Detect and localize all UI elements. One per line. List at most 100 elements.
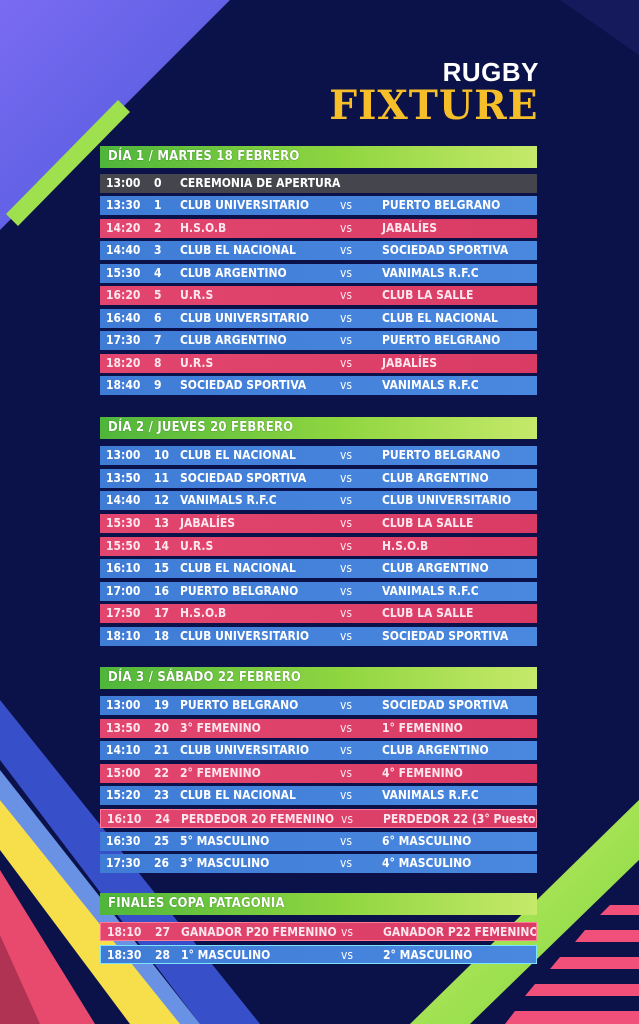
match-number: 20 [154, 721, 170, 735]
match-time: 17:50 [106, 606, 141, 620]
pink-dash-4 [525, 984, 639, 996]
team-a: CLUB EL NACIONAL [180, 788, 296, 802]
team-a: CLUB EL NACIONAL [180, 561, 296, 575]
match-time: 18:30 [107, 948, 142, 962]
team-a: U.R.S [180, 288, 214, 302]
vs-label: vs [340, 766, 353, 780]
match-time: 15:30 [106, 266, 141, 280]
match-number: 16 [154, 584, 170, 598]
vs-label: vs [340, 516, 353, 530]
match-time: 15:30 [106, 516, 141, 530]
match-time: 13:00 [106, 698, 141, 712]
team-a: GANADOR P20 FEMENINO [181, 925, 337, 939]
match-number: 5 [154, 288, 162, 302]
team-b: CLUB LA SALLE [382, 288, 474, 302]
match-time: 18:40 [106, 378, 141, 392]
dark-pink-shape-bottom [0, 935, 40, 1024]
team-a: PERDEDOR 20 FEMENINO [181, 812, 335, 826]
pink-dash-1 [600, 905, 639, 915]
pink-dash-5 [505, 1011, 639, 1024]
match-row: 18:30 28 1° MASCULINO vs 2° MASCULINO [100, 945, 537, 964]
pink-dash-2 [575, 930, 639, 942]
vs-label: vs [341, 948, 354, 962]
match-time: 18:10 [107, 925, 142, 939]
match-row: 15:00 22 2° FEMENINO vs 4° FEMENINO [100, 764, 537, 783]
vs-label: vs [340, 378, 353, 392]
match-time: 13:30 [106, 198, 141, 212]
match-number: 13 [154, 516, 170, 530]
match-row: 13:00 0 CEREMONIA DE APERTURA [100, 174, 537, 193]
match-row: 16:20 5 U.R.S vs CLUB LA SALLE [100, 286, 537, 305]
team-b: CLUB ARGENTINO [382, 561, 489, 575]
match-row: 15:20 23 CLUB EL NACIONAL vs VANIMALS R.F.C [100, 786, 537, 805]
vs-label: vs [340, 356, 353, 370]
vs-label: vs [340, 493, 353, 507]
match-row: 14:40 12 VANIMALS R.F.C vs CLUB UNIVERSITARI… [100, 491, 537, 510]
match-number: 26 [154, 856, 170, 870]
team-b: VANIMALS R.F.C [382, 788, 479, 802]
yellow-stripe-bottom [0, 800, 180, 1024]
team-b: VANIMALS R.F.C [382, 266, 479, 280]
match-time: 14:10 [106, 743, 141, 757]
match-row: 17:50 17 H.S.O.B vs CLUB LA SALLE [100, 604, 537, 623]
vs-label: vs [340, 221, 353, 235]
match-number: 25 [154, 834, 170, 848]
team-b: 1° FEMENINO [382, 721, 463, 735]
vs-label: vs [340, 606, 353, 620]
match-number: 24 [155, 812, 171, 826]
team-a: CLUB ARGENTINO [180, 266, 287, 280]
match-number: 0 [154, 176, 162, 190]
team-a: SOCIEDAD SPORTIVA [180, 378, 307, 392]
match-row: 16:40 6 CLUB UNIVERSITARIO vs CLUB EL NACION… [100, 309, 537, 328]
match-row: 13:50 11 SOCIEDAD SPORTIVA vs CLUB ARGENTINO [100, 469, 537, 488]
team-a: CLUB UNIVERSITARIO [180, 743, 310, 757]
team-a: CLUB EL NACIONAL [180, 448, 296, 462]
match-row: 14:20 2 H.S.O.B vs JABALÍES [100, 219, 537, 238]
team-b: CLUB EL NACIONAL [382, 311, 498, 325]
vs-label: vs [340, 288, 353, 302]
team-b: 2° MASCULINO [383, 948, 473, 962]
match-number: 4 [154, 266, 162, 280]
match-number: 6 [154, 311, 162, 325]
vs-label: vs [340, 561, 353, 575]
match-time: 18:20 [106, 356, 141, 370]
match-time: 15:20 [106, 788, 141, 802]
vs-label: vs [341, 812, 354, 826]
match-time: 13:50 [106, 471, 141, 485]
team-b: JABALÍES [382, 356, 437, 370]
match-number: 7 [154, 333, 162, 347]
match-row: 18:10 27 GANADOR P20 FEMENINO vs GANADOR P22… [100, 922, 537, 941]
match-number: 3 [154, 243, 162, 257]
match-row: 16:30 25 5° MASCULINO vs 6° MASCULINO [100, 832, 537, 851]
pink-shape-bottom [0, 870, 95, 1024]
pink-dash-3 [550, 957, 639, 969]
sport-label: RUGBY [442, 57, 539, 87]
team-a: 2° FEMENINO [180, 766, 261, 780]
team-a: CLUB ARGENTINO [180, 333, 287, 347]
team-b: PERDEDOR 22 (3° Puesto) [383, 812, 537, 826]
team-b: CLUB UNIVERSITARIO [382, 493, 512, 507]
vs-label: vs [341, 925, 354, 939]
match-time: 15:00 [106, 766, 141, 780]
team-b: SOCIEDAD SPORTIVA [382, 243, 509, 257]
match-time: 16:40 [106, 311, 141, 325]
team-a: CEREMONIA DE APERTURA [180, 176, 341, 190]
match-number: 23 [154, 788, 170, 802]
green-stripe-top [6, 100, 130, 226]
section-title-dia-2: DÍA 2 / JUEVES 20 FEBRERO [100, 417, 537, 439]
team-a: H.S.O.B [180, 606, 227, 620]
match-number: 22 [154, 766, 170, 780]
fixture-title: FIXTURE [329, 82, 539, 129]
vs-label: vs [340, 856, 353, 870]
vs-label: vs [340, 243, 353, 257]
match-number: 1 [154, 198, 162, 212]
team-b: CLUB ARGENTINO [382, 743, 489, 757]
match-number: 18 [154, 629, 170, 643]
match-time: 16:30 [106, 834, 141, 848]
match-row: 18:20 8 U.R.S vs JABALÍES [100, 354, 537, 373]
match-time: 15:50 [106, 539, 141, 553]
section-title-finales: FINALES COPA PATAGONIA [100, 893, 537, 915]
team-b: PUERTO BELGRANO [382, 198, 501, 212]
team-b: CLUB LA SALLE [382, 516, 474, 530]
match-row: 15:50 14 U.R.S vs H.S.O.B [100, 537, 537, 556]
